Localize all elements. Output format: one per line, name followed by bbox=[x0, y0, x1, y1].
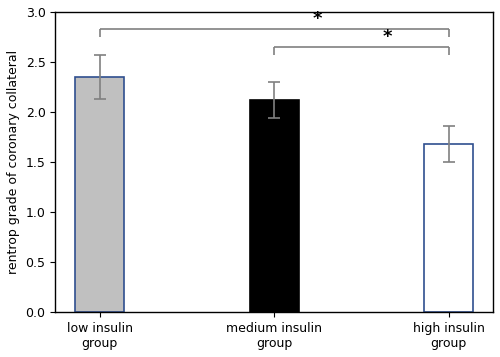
Bar bbox=[250, 100, 298, 312]
Text: *: * bbox=[383, 28, 392, 46]
Y-axis label: rentrop grade of coronary collateral: rentrop grade of coronary collateral bbox=[7, 50, 20, 274]
Bar bbox=[75, 77, 124, 312]
Text: *: * bbox=[313, 10, 322, 28]
Bar bbox=[424, 144, 473, 312]
